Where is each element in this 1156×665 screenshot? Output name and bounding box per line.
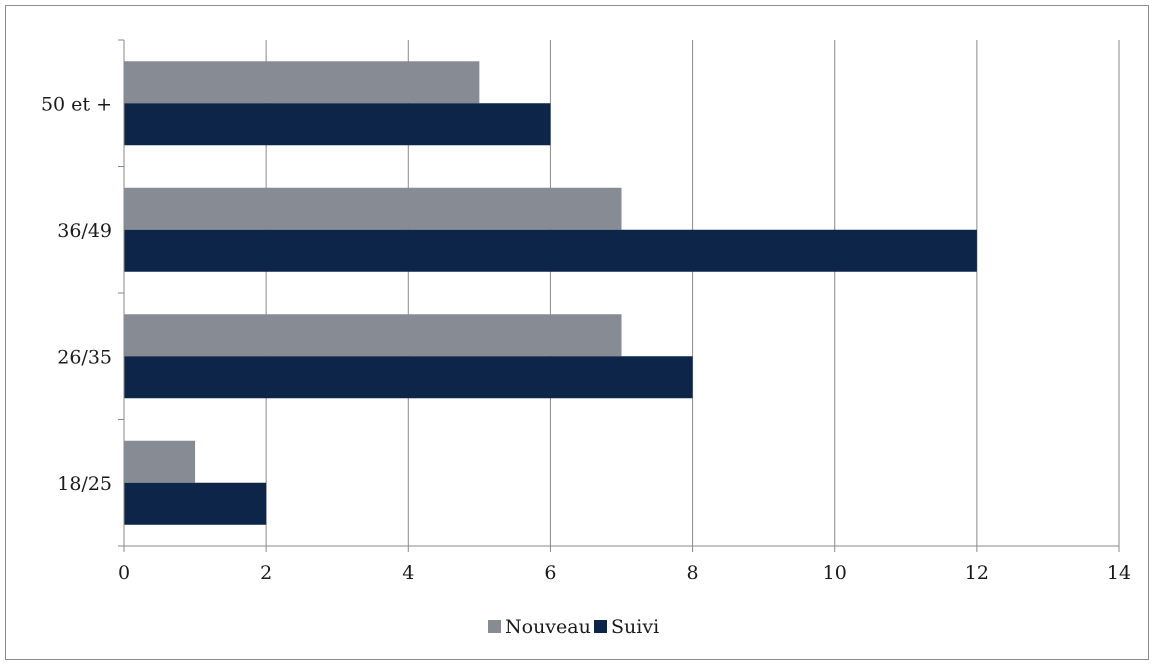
legend-swatch-suivi bbox=[594, 620, 607, 633]
x-tick-label: 14 bbox=[1107, 562, 1131, 584]
bar-suivi-26-35 bbox=[124, 356, 693, 399]
x-tick-label: 0 bbox=[118, 562, 130, 584]
x-tick-label: 2 bbox=[260, 562, 272, 584]
x-tick-label: 4 bbox=[402, 562, 414, 584]
bar-suivi-50-et- bbox=[124, 103, 551, 146]
y-tick-label: 36/49 bbox=[57, 220, 112, 242]
y-tick-label: 26/35 bbox=[57, 346, 112, 368]
bars bbox=[124, 61, 977, 525]
bar-nouveau-36-49 bbox=[124, 187, 622, 230]
x-tick-label: 6 bbox=[544, 562, 556, 584]
x-tick-label: 8 bbox=[687, 562, 699, 584]
x-tick-label: 10 bbox=[823, 562, 847, 584]
legend-label-suivi: Suivi bbox=[611, 616, 659, 638]
legend-swatch-nouveau bbox=[488, 620, 501, 633]
y-tick-label: 50 et + bbox=[41, 93, 112, 115]
bar-suivi-18-25 bbox=[124, 482, 267, 525]
x-tick-label: 12 bbox=[965, 562, 989, 584]
bar-suivi-36-49 bbox=[124, 229, 977, 272]
tick-labels: 0 2 4 6 8 10 12 14 18/25 26/35 36/49 50 et + bbox=[41, 93, 1131, 584]
bar-nouveau-50-et- bbox=[124, 61, 480, 104]
bar-nouveau-26-35 bbox=[124, 314, 622, 357]
axes bbox=[118, 39, 1120, 552]
bar-nouveau-18-25 bbox=[124, 440, 196, 483]
legend-label-nouveau: Nouveau bbox=[505, 616, 591, 638]
legend: Nouveau Suivi bbox=[488, 616, 659, 638]
y-tick-label: 18/25 bbox=[57, 473, 112, 495]
